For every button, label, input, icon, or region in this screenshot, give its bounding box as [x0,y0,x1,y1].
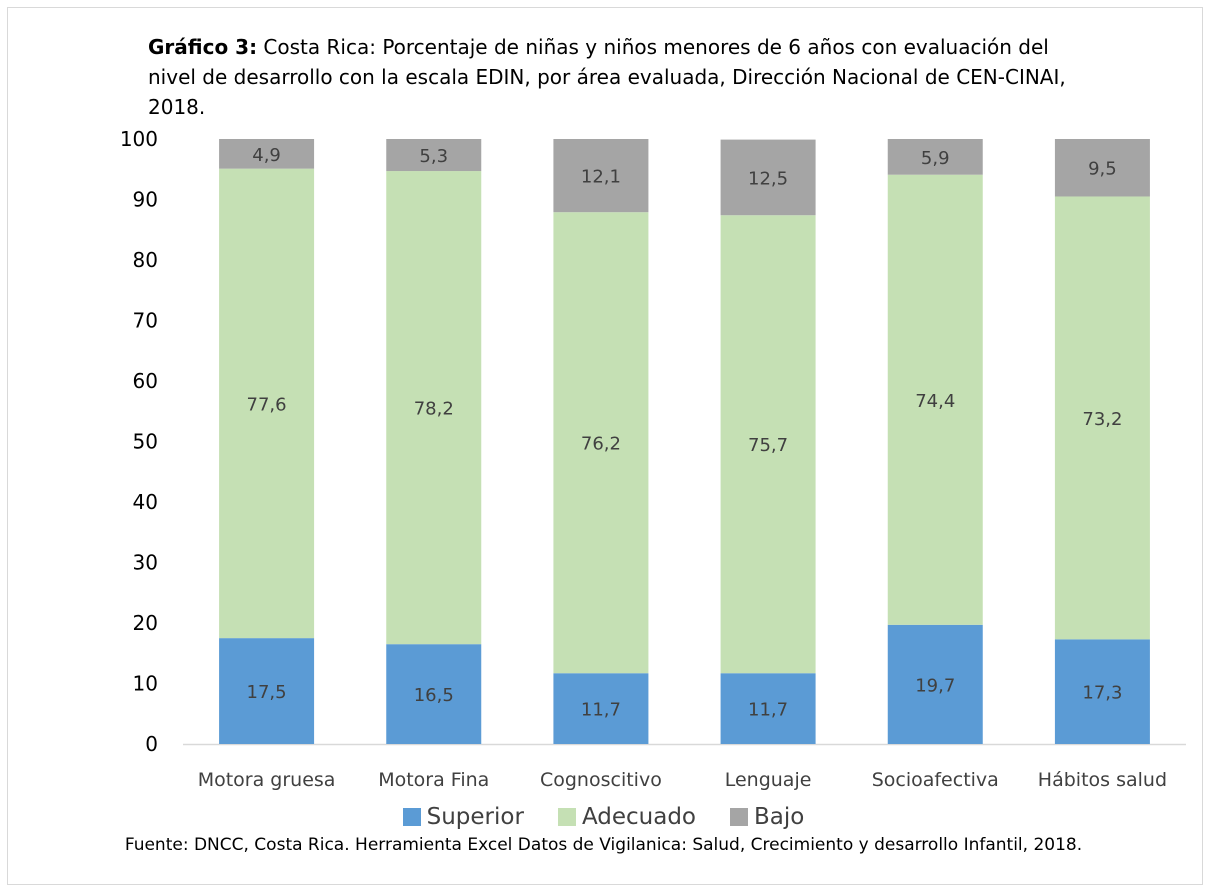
data-label: 73,2 [1082,409,1122,430]
chart-title: Gráfico 3: Costa Rica: Porcentaje de niñ… [148,32,1068,122]
data-label: 17,5 [247,682,287,703]
y-tick-label: 20 [133,611,158,635]
legend: Superior Adecuado Bajo [0,804,1207,830]
x-tick-label: Motora Fina [378,769,489,791]
legend-label: Bajo [754,804,805,830]
bar-segment-bajo [1054,139,1150,197]
bar-segment-bajo [720,139,816,216]
x-tick-label: Hábitos salud [1038,769,1167,791]
y-tick-label: 60 [133,369,158,393]
bar-segment-bajo [887,139,983,175]
legend-label: Adecuado [581,804,697,830]
bar-segment-superior [887,624,983,744]
data-label: 4,9 [252,145,281,166]
bar-segment-superior [1054,639,1150,744]
bar-segment-bajo [386,139,482,172]
data-label: 78,2 [414,399,454,420]
data-label: 16,5 [414,685,454,706]
bar-segment-adecuado [553,212,649,674]
x-tick-label: Cognoscitivo [540,769,662,791]
x-tick-label: Lenguaje [725,769,812,791]
y-tick-label: 80 [133,248,158,272]
legend-swatch [402,808,421,826]
bar-segment-bajo [219,139,315,169]
legend-label: Superior [426,804,524,830]
y-tick-label: 50 [133,430,158,454]
x-tick-label: Socioafectiva [872,769,999,791]
bar-segment-adecuado [720,215,816,674]
legend-item-bajo: Bajo [730,804,804,830]
data-label: 77,6 [247,394,287,415]
bar-segment-superior [219,638,315,744]
y-tick-label: 90 [133,188,158,212]
data-label: 5,9 [921,148,950,169]
bar-segment-adecuado [219,168,315,639]
data-label: 5,3 [419,146,448,167]
data-label: 75,7 [748,435,788,456]
data-label: 76,2 [581,434,621,455]
y-tick-label: 30 [133,551,158,575]
chart-frame [7,7,1203,885]
x-tick-label: Motora gruesa [198,769,336,791]
y-tick-label: 40 [133,490,158,514]
bar-segment-adecuado [386,171,482,645]
bar-segment-adecuado [887,174,983,625]
data-label: 9,5 [1088,159,1117,180]
chart-title-bold: Gráfico 3: [148,35,258,59]
bar-segment-bajo [553,139,649,213]
y-tick-label: 100 [120,127,158,151]
legend-swatch [730,808,749,826]
legend-swatch [557,808,576,826]
y-tick-label: 0 [145,732,158,756]
bar-segment-superior [386,644,482,744]
bar-segment-superior [553,673,649,744]
data-label: 19,7 [915,675,955,696]
bar-segment-adecuado [1054,196,1150,640]
legend-item-adecuado: Adecuado [557,804,697,830]
legend-item-superior: Superior [402,804,524,830]
y-tick-label: 10 [133,672,158,696]
y-tick-label: 70 [133,309,158,333]
data-label: 12,1 [581,167,621,188]
source-note: Fuente: DNCC, Costa Rica. Herramienta Ex… [124,835,1083,855]
data-labels: 17,5 77,6 4,9 16,5 78,2 5,3 11,7 76,2 12,1 11,7 75… [247,145,1123,721]
data-label: 74,4 [915,391,955,412]
chart-title-text: Costa Rica: Porcentaje de niñas y niños … [148,35,1066,119]
data-label: 12,5 [748,168,788,189]
data-label: 17,3 [1082,683,1122,704]
data-label: 11,7 [748,700,788,721]
bar-segment-superior [720,673,816,744]
axes: 0 10 20 30 40 50 60 70 80 90 100 Motora gruesa Motor… [120,127,1186,791]
bars [219,139,1150,744]
data-label: 11,7 [581,700,621,721]
